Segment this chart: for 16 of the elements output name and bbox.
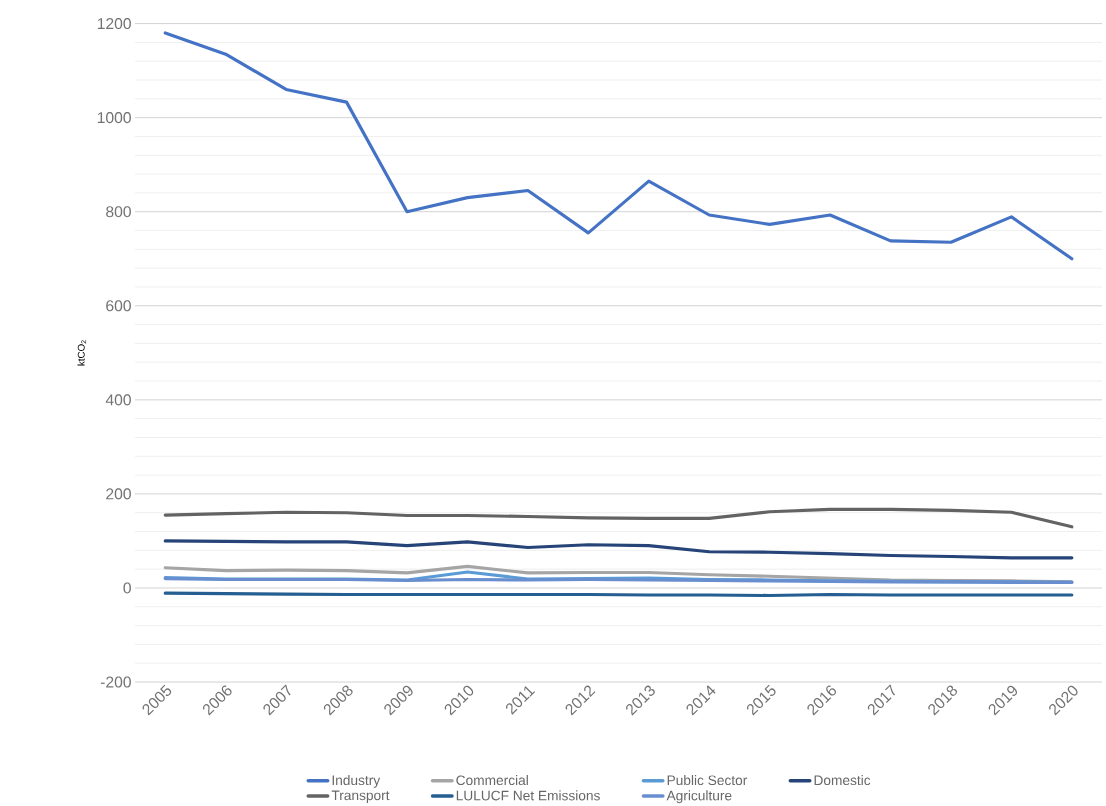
y-tick-label: 800 bbox=[106, 206, 131, 218]
legend-label: Industry bbox=[332, 775, 381, 788]
y-tick-label: 200 bbox=[106, 488, 131, 500]
y-tick-label: 600 bbox=[106, 300, 131, 312]
y-tick-label: 1200 bbox=[97, 18, 131, 30]
legend-label: Transport bbox=[331, 790, 390, 804]
legend-label: Public Sector bbox=[667, 775, 748, 786]
y-axis-title: ktCO$_{2}$ bbox=[77, 340, 87, 366]
legend-label: Agriculture bbox=[666, 790, 732, 804]
y-tick-label: -200 bbox=[100, 676, 131, 688]
legend-label: Domestic bbox=[814, 775, 871, 786]
y-tick-label: 400 bbox=[105, 394, 131, 406]
legend-label: LULUCF Net Emissions bbox=[456, 790, 600, 801]
legend-label: Commercial bbox=[456, 775, 528, 786]
y-tick-label: 0 bbox=[123, 582, 131, 594]
y-tick-label: 1000 bbox=[97, 112, 131, 124]
